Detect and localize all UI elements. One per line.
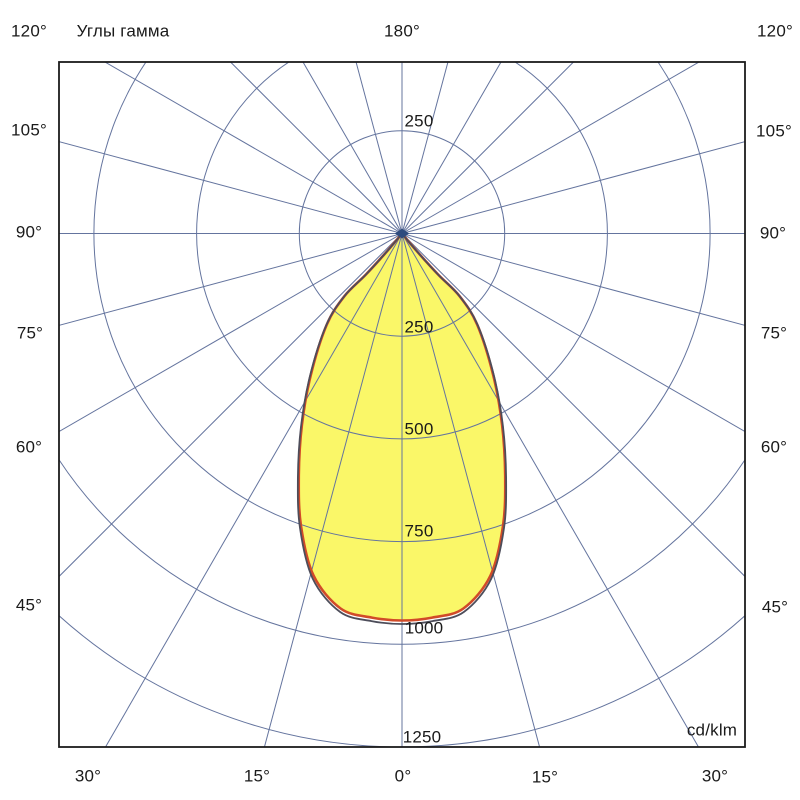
gamma-label-right-105: 105° — [756, 121, 792, 141]
gamma-label-right-45: 45° — [761, 597, 789, 617]
gamma-label-left-60: 60° — [15, 437, 43, 457]
radial-tick-750: 750 — [404, 521, 434, 541]
gamma-label-bottom-right-30: 30° — [701, 766, 729, 786]
gamma-label-bottom-right-15: 15° — [531, 767, 559, 787]
gamma-label-top-left-120: 120° — [11, 21, 47, 41]
gamma-label-right-60: 60° — [760, 437, 788, 457]
gamma-label-left-75: 75° — [16, 323, 44, 343]
gamma-label-left-90: 90° — [15, 222, 43, 242]
radial-tick-1000: 1000 — [404, 618, 444, 638]
gamma-label-right-90: 90° — [759, 223, 787, 243]
unit-label: cd/klm — [686, 720, 738, 740]
gamma-label-left-105: 105° — [11, 120, 47, 140]
gamma-label-180: 180° — [384, 21, 420, 41]
gamma-label-bottom-left-15: 15° — [243, 766, 271, 786]
chart-title: Углы гамма — [76, 21, 170, 41]
radial-tick-250-top: 250 — [404, 111, 434, 131]
plot-border — [58, 61, 746, 748]
gamma-label-bottom-0: 0° — [394, 766, 412, 786]
radial-tick-500: 500 — [404, 419, 434, 439]
gamma-label-right-75: 75° — [760, 323, 788, 343]
radial-tick-1250: 1250 — [402, 727, 442, 747]
pole-marker — [395, 228, 409, 239]
gamma-label-top-right-120: 120° — [757, 21, 793, 41]
intensity-curve-c90-plane — [296, 232, 508, 625]
gamma-label-bottom-left-30: 30° — [74, 766, 102, 786]
gamma-label-left-45: 45° — [15, 595, 43, 615]
radial-tick-250: 250 — [404, 317, 434, 337]
